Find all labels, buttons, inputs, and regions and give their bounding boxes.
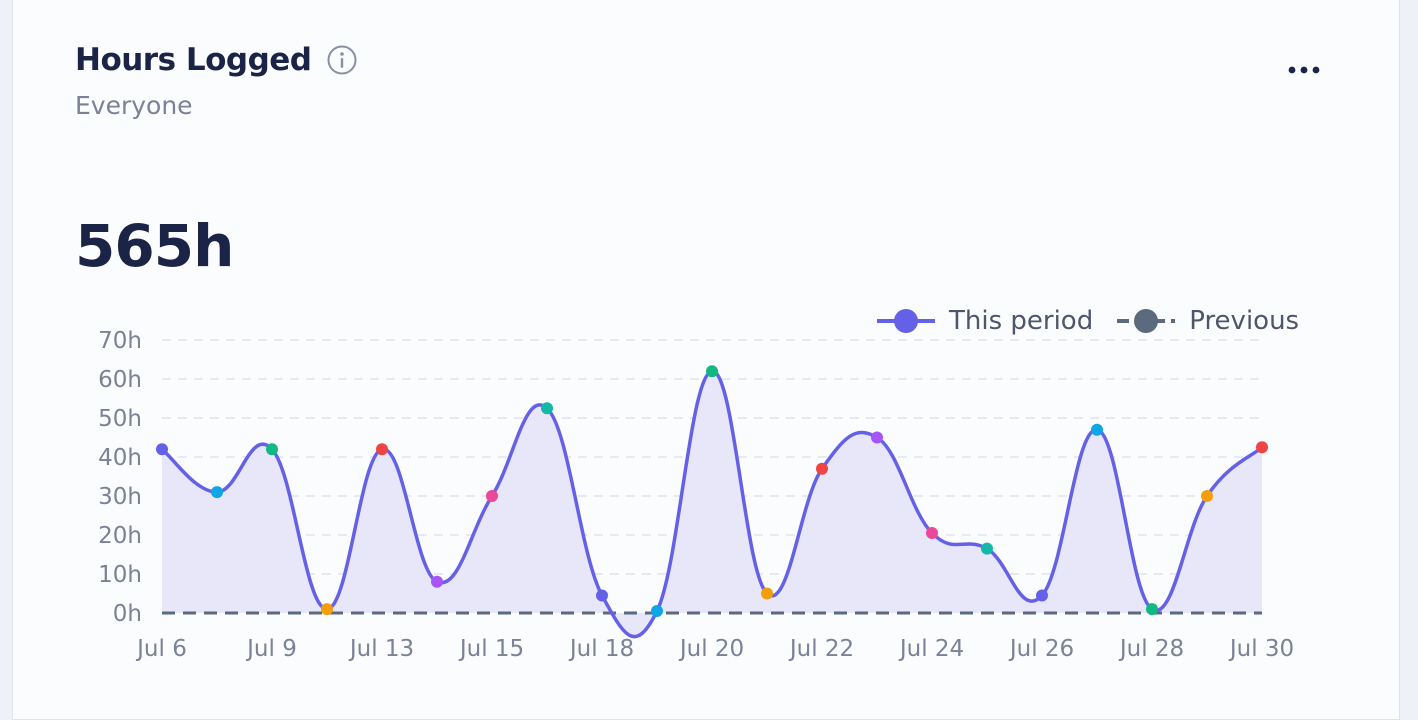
x-tick-label: Jul 30 [1228, 636, 1294, 662]
card-subtitle: Everyone [75, 91, 193, 120]
data-point [816, 462, 828, 475]
x-tick-label: Jul 28 [1118, 636, 1184, 662]
data-point [321, 603, 333, 616]
area-fill-this-period [162, 371, 1262, 637]
legend-marker-this-period [877, 309, 935, 333]
legend-marker-previous [1117, 309, 1176, 333]
data-point [211, 486, 223, 499]
data-point [376, 443, 388, 456]
x-tick-label: Jul 6 [135, 636, 187, 662]
info-icon[interactable] [326, 44, 358, 76]
x-tick-label: Jul 13 [348, 636, 414, 662]
y-tick-label: 20h [98, 523, 142, 549]
y-tick-label: 60h [98, 367, 142, 393]
data-point [1091, 423, 1103, 436]
y-tick-label: 10h [98, 562, 142, 588]
x-tick-label: Jul 24 [898, 636, 964, 662]
y-tick-label: 70h [98, 328, 142, 354]
chart-legend: This period Previous [875, 306, 1299, 336]
data-point [651, 605, 663, 618]
data-point [1256, 441, 1268, 454]
legend-label-this-period: This period [949, 306, 1094, 336]
data-point [266, 443, 278, 456]
data-point [541, 402, 553, 415]
data-point [1146, 603, 1158, 616]
data-point [1036, 589, 1048, 602]
legend-label-previous: Previous [1189, 306, 1300, 336]
y-tick-label: 40h [98, 445, 142, 471]
x-tick-label: Jul 26 [1008, 636, 1074, 662]
data-point [156, 443, 168, 456]
card-title: Hours Logged [75, 42, 312, 78]
y-tick-label: 50h [98, 406, 142, 432]
x-tick-label: Jul 22 [788, 636, 854, 662]
x-tick-label: Jul 15 [458, 636, 524, 662]
x-tick-label: Jul 20 [678, 636, 744, 662]
data-point [486, 490, 498, 502]
data-point [761, 587, 773, 600]
data-point [1201, 490, 1213, 502]
data-point [926, 527, 938, 540]
x-tick-label: Jul 18 [568, 636, 634, 662]
x-tick-label: Jul 9 [245, 636, 297, 662]
data-point [706, 365, 718, 378]
series-line-this-period [160, 369, 1264, 639]
card-header: Hours Logged [75, 42, 358, 78]
data-point [871, 431, 883, 444]
data-point [431, 575, 443, 588]
legend-item-this-period[interactable]: This period [875, 306, 1093, 336]
legend-item-previous[interactable]: Previous [1115, 306, 1299, 336]
data-point [981, 542, 993, 555]
y-tick-label: 30h [98, 484, 142, 510]
y-tick-label: 0h [113, 601, 142, 627]
more-horizontal-icon[interactable] [1287, 62, 1321, 78]
data-point [596, 589, 608, 602]
total-hours: 565h [75, 212, 234, 280]
